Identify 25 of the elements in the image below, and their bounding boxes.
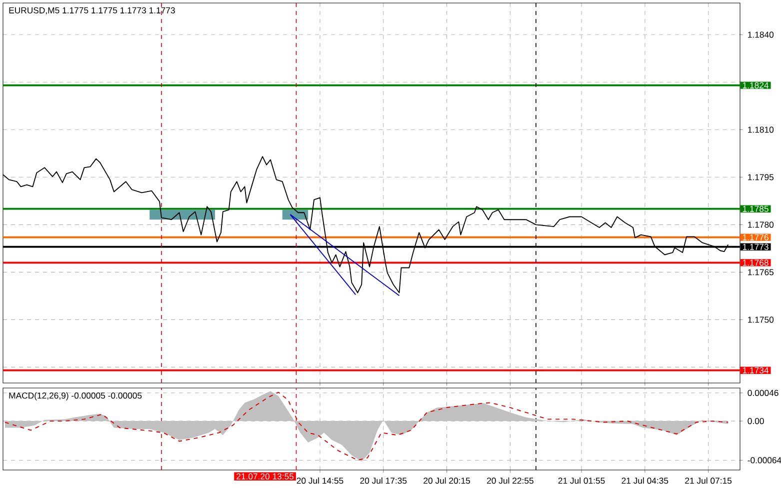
y-tick-label: 0.00046 — [748, 390, 778, 396]
ref-line-label: 1.1768 — [742, 260, 768, 266]
x-tick-label: 21 Jul 01:55 — [558, 477, 605, 484]
ref-line-label: 1.1785 — [742, 206, 768, 212]
y-tick-label: 1.1780 — [748, 222, 774, 228]
x-tick-label: 21 Jul 04:35 — [622, 477, 668, 484]
y-tick-label: 1.1810 — [748, 126, 774, 133]
chart-title: MACD(12,26,9) -0.00005 -0.00005 — [9, 392, 142, 400]
y-tick-label: 1.1840 — [748, 32, 774, 38]
x-tick-label: 20 Jul 20:15 — [424, 477, 470, 484]
y-tick-label: -0.00064 — [748, 457, 781, 464]
ref-line-label: 1.1773 — [742, 244, 768, 250]
x-tick-label: 21 Jul 07:15 — [685, 477, 732, 484]
chart-title: EURUSD,M5 1.1775 1.1775 1.1773 1.1773 — [9, 7, 175, 14]
ref-line-label: 21.07.20 13:55 — [236, 473, 294, 480]
x-tick-label: 20 Jul 22:55 — [487, 477, 534, 484]
ref-line-label: 1.1776 — [742, 234, 768, 240]
y-tick-label: 1.1750 — [748, 316, 774, 323]
ref-line-label: 1.1824 — [742, 82, 769, 88]
ref-line-label: 1.1734 — [742, 367, 769, 374]
y-tick-label: 1.1795 — [748, 174, 774, 180]
x-tick-label: 20 Jul 14:55 — [296, 477, 344, 484]
y-tick-label: 1.1765 — [748, 269, 774, 276]
y-tick-label: 0.00 — [748, 418, 764, 424]
x-tick-label: 20 Jul 17:35 — [360, 477, 407, 484]
